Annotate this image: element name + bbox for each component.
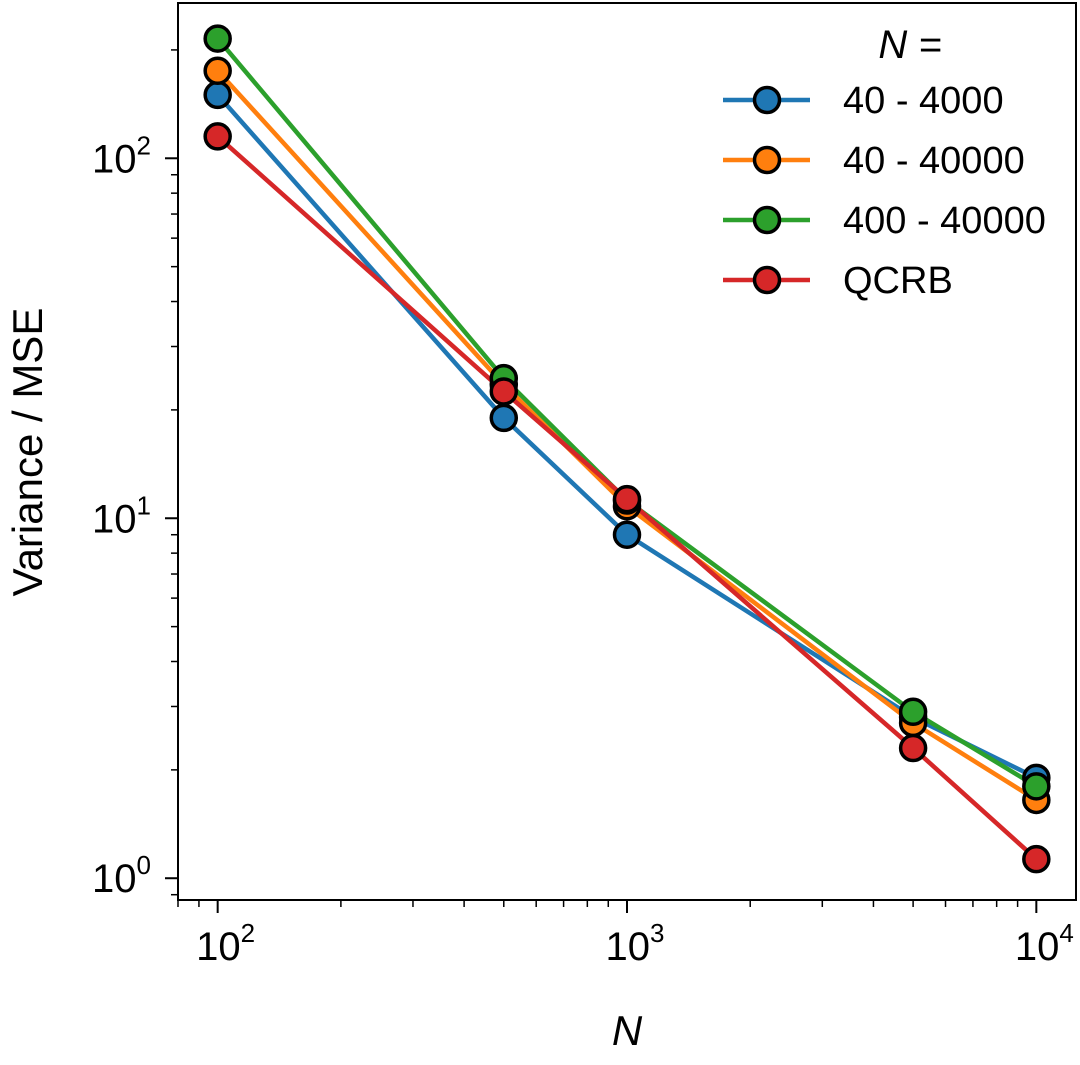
legend-entry-qcrb: QCRB (723, 260, 953, 302)
data-point-qcrb (1022, 844, 1051, 874)
x-tick-exponent: 3 (650, 918, 664, 948)
y-tick-base: 10 (92, 497, 137, 541)
data-point-40-4000 (489, 403, 519, 433)
data-point-40-4000 (203, 80, 232, 110)
x-axis-label: N (612, 1007, 643, 1054)
data-point-400-40000 (898, 697, 928, 727)
legend-marker (752, 145, 782, 175)
x-tick-label: 102 (196, 918, 255, 969)
y-tick-exponent: 0 (137, 850, 151, 880)
data-point-40-4000 (612, 520, 642, 549)
legend-label: 40 - 40000 (843, 140, 1025, 182)
x-tick-exponent: 2 (241, 918, 255, 948)
x-tick-base: 10 (1015, 925, 1060, 969)
x-tick-base: 10 (606, 925, 651, 969)
y-tick-exponent: 2 (137, 130, 151, 160)
y-tick-label: 101 (92, 490, 151, 541)
x-tick-exponent: 4 (1059, 918, 1073, 948)
y-tick-label: 102 (92, 130, 151, 181)
y-axis-label: Variance / MSE (4, 308, 51, 597)
legend-marker (752, 205, 782, 235)
x-tick-label: 103 (606, 918, 665, 969)
y-tick-label: 100 (92, 850, 151, 901)
x-tick-label: 104 (1015, 918, 1074, 969)
y-tick-exponent: 1 (137, 490, 151, 520)
y-tick-base: 10 (92, 137, 137, 181)
legend-entry-400-40000: 400 - 40000 (723, 200, 1046, 242)
series-layer (203, 24, 1051, 874)
legend-title: N = (878, 23, 941, 67)
legend: N = 40 - 4000 40 - 40000 400 - 40000 QCRB (723, 23, 1046, 302)
x-tick-base: 10 (196, 925, 241, 969)
legend-label: 400 - 40000 (843, 200, 1046, 242)
legend-label: QCRB (843, 260, 953, 302)
data-point-400-40000 (1022, 772, 1051, 801)
legend-entry-40-40000: 40 - 40000 (723, 140, 1025, 182)
data-point-40-40000 (203, 56, 232, 86)
legend-marker (752, 85, 782, 115)
legend-marker (752, 265, 782, 295)
data-point-qcrb (489, 377, 519, 406)
data-point-400-40000 (203, 24, 232, 53)
data-point-qcrb (612, 484, 642, 514)
series-markers (203, 24, 1051, 874)
legend-label: 40 - 4000 (843, 80, 1004, 122)
y-tick-base: 10 (92, 857, 137, 901)
legend-entry-40-4000: 40 - 4000 (723, 80, 1004, 122)
plot-frame (177, 2, 1077, 901)
data-point-qcrb (898, 733, 928, 763)
data-point-qcrb (203, 122, 232, 151)
minor-ticks (171, 49, 1019, 907)
